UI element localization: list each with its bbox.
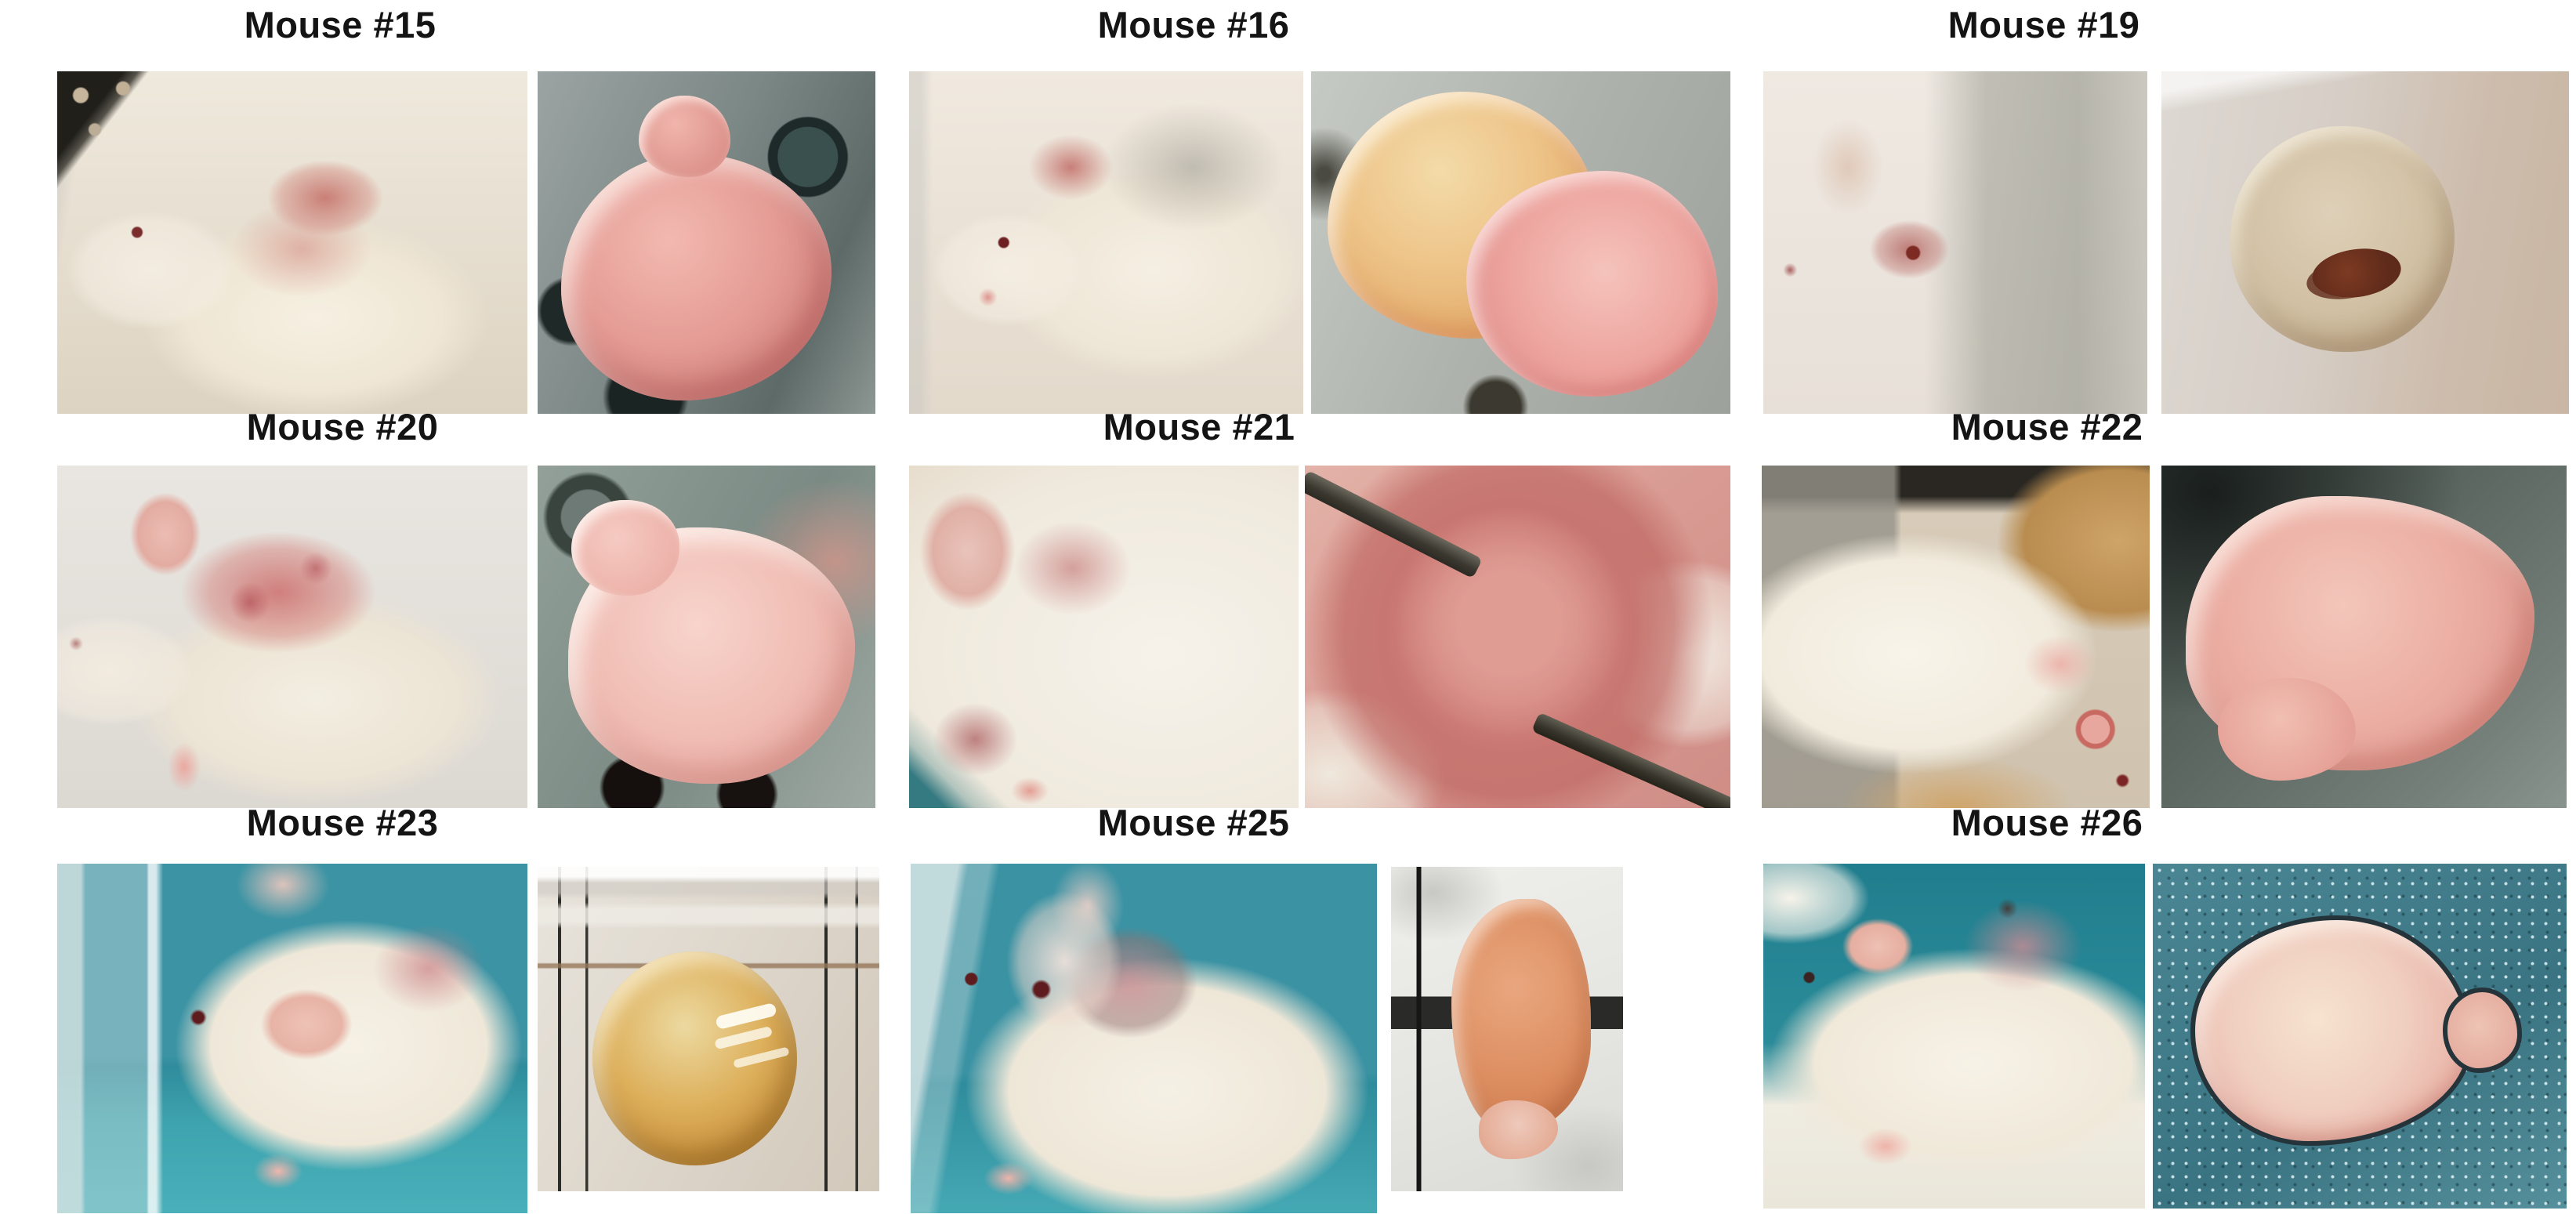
panel-title: Mouse #23 <box>246 802 439 843</box>
mouse-photo-25 <box>911 864 1377 1213</box>
panel-title: Mouse #15 <box>244 4 437 45</box>
tumor-photo-15 <box>538 71 875 414</box>
mouse-photo-26 <box>1763 864 2145 1209</box>
mouse-photo-16 <box>909 71 1303 414</box>
panel-title: Mouse #22 <box>1951 406 2143 448</box>
panel-title: Mouse #25 <box>1097 802 1290 843</box>
mouse-photo-23 <box>57 864 527 1213</box>
mouse-photo-20 <box>57 466 527 808</box>
mouse-photo-22 <box>1762 466 2150 808</box>
tumor-photo-19 <box>2161 71 2569 414</box>
panel-title: Mouse #19 <box>1947 4 2140 45</box>
tumor-photo-20 <box>538 466 875 808</box>
tumor-photo-26 <box>2153 864 2567 1209</box>
panel-title: Mouse #20 <box>246 406 439 448</box>
tumor-photo-23 <box>538 867 879 1191</box>
tumor-photo-25 <box>1391 867 1623 1191</box>
mouse-photo-19 <box>1763 71 2147 414</box>
panel-title: Mouse #16 <box>1097 4 1290 45</box>
panel-title: Mouse #21 <box>1103 406 1295 448</box>
mouse-photo-21 <box>909 466 1299 808</box>
mouse-photo-15 <box>57 71 527 414</box>
panel-title: Mouse #26 <box>1951 802 2143 843</box>
tumor-photo-22 <box>2161 466 2567 808</box>
tumor-photo-21 <box>1305 466 1730 808</box>
tumor-photo-16 <box>1311 71 1730 414</box>
